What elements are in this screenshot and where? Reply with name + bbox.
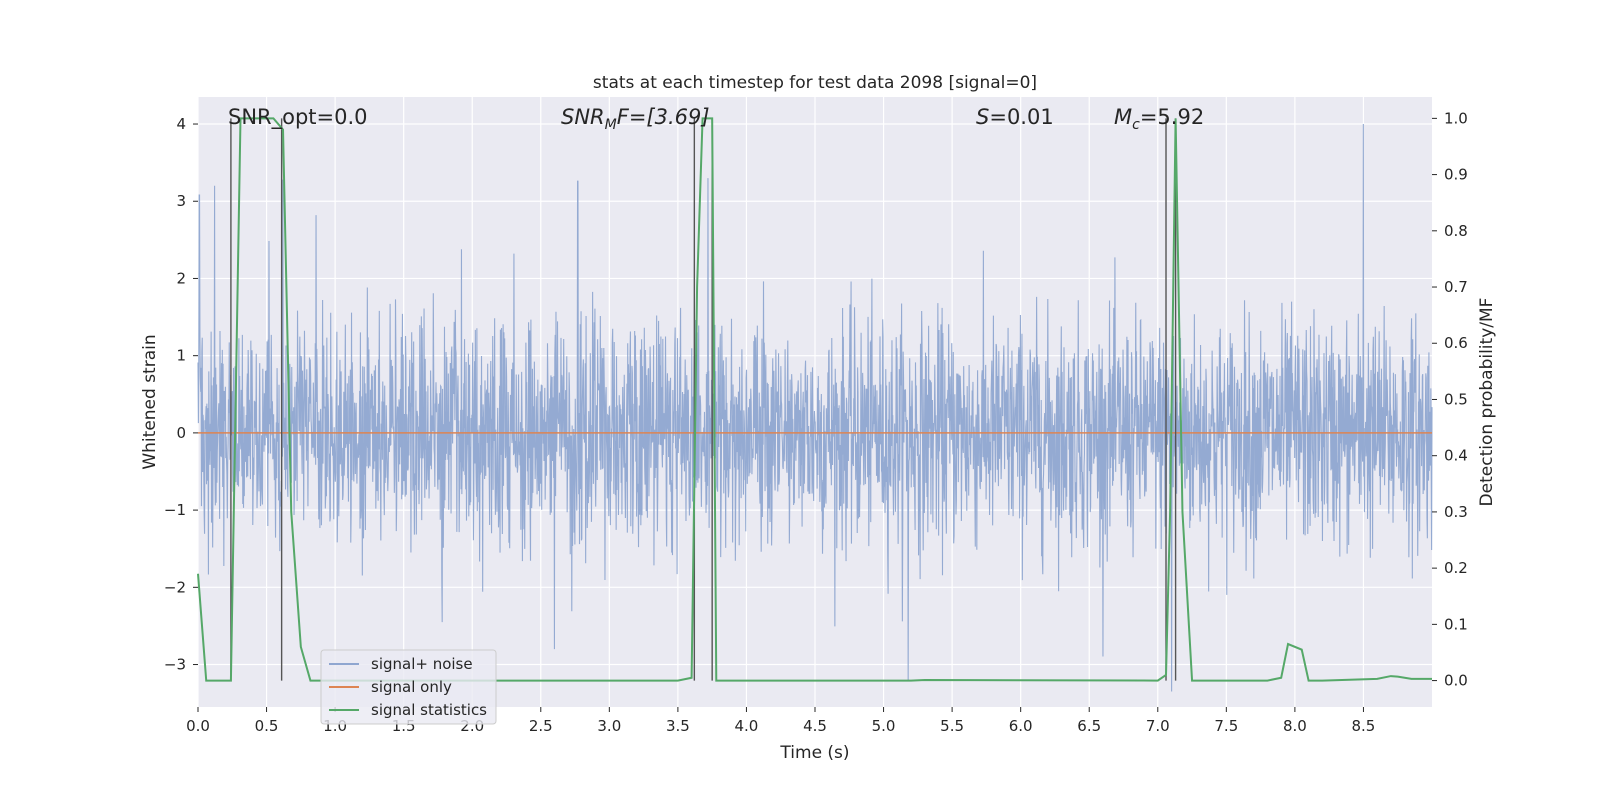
y-right-tick-label: 0.8 bbox=[1444, 222, 1468, 240]
annotation-snr-opt: SNR_opt=0.0 bbox=[228, 105, 368, 130]
x-tick-label: 4.5 bbox=[803, 717, 827, 735]
annotation-snr-mf: SNRMF=[3.69] bbox=[561, 105, 710, 133]
y-right-tick-label: 0.7 bbox=[1444, 278, 1468, 296]
x-axis-label: Time (s) bbox=[779, 743, 849, 763]
y-right-tick-label: 0.6 bbox=[1444, 334, 1468, 352]
x-tick-label: 4.0 bbox=[735, 717, 759, 735]
x-tick-label: 0.5 bbox=[255, 717, 279, 735]
y-right-tick-label: 0.3 bbox=[1444, 503, 1468, 521]
y-right-tick-label: 0.2 bbox=[1444, 559, 1468, 577]
annotation-snr-mf-subscript: M bbox=[605, 117, 617, 133]
y-axis-right-label: Detection probability/MF bbox=[1477, 298, 1497, 507]
y-right-tick-label: 0.9 bbox=[1444, 166, 1468, 184]
x-tick-label: 3.0 bbox=[597, 717, 621, 735]
y-left-tick-label: −3 bbox=[164, 656, 186, 674]
annotation-s-symbol: S bbox=[976, 105, 989, 129]
y-axis-left-ticks: 4 3 2 1 0 −1 −2 −3 bbox=[164, 115, 198, 674]
x-tick-label: 0.0 bbox=[186, 717, 210, 735]
legend-label: signal statistics bbox=[371, 701, 487, 719]
x-tick-label: 7.5 bbox=[1214, 717, 1238, 735]
legend: signal+ noise signal only signal statistic… bbox=[321, 650, 496, 724]
annotation-snr-mf-symbol: SNR bbox=[561, 105, 605, 129]
x-tick-label: 6.0 bbox=[1009, 717, 1033, 735]
chart: 0.0 0.5 1.0 1.5 2.0 2.5 3.0 3.5 4.0 4.5 5.0 5.5 6.0 6… bbox=[0, 0, 1600, 800]
y-right-tick-label: 1.0 bbox=[1444, 109, 1468, 127]
y-left-tick-label: 0 bbox=[176, 424, 186, 442]
x-tick-label: 8.5 bbox=[1352, 717, 1376, 735]
annotation-snr-mf-value: F=[3.69] bbox=[617, 105, 710, 129]
annotation-mc: Mc=5.92 bbox=[1114, 105, 1204, 133]
y-right-tick-label: 0.4 bbox=[1444, 447, 1468, 465]
y-left-tick-label: 2 bbox=[176, 269, 186, 287]
annotation-mc-value: =5.92 bbox=[1140, 105, 1204, 129]
y-left-tick-label: −2 bbox=[164, 578, 186, 596]
legend-label: signal+ noise bbox=[371, 655, 473, 673]
y-left-tick-label: 1 bbox=[176, 347, 186, 365]
y-right-tick-label: 0.0 bbox=[1444, 672, 1468, 690]
annotation-s: S=0.01 bbox=[976, 105, 1054, 129]
x-tick-label: 3.5 bbox=[666, 717, 690, 735]
x-tick-label: 5.5 bbox=[940, 717, 964, 735]
y-right-tick-label: 0.1 bbox=[1444, 615, 1468, 633]
x-tick-label: 6.5 bbox=[1077, 717, 1101, 735]
y-axis-left-label: Whitened strain bbox=[140, 334, 160, 469]
x-tick-label: 2.5 bbox=[529, 717, 553, 735]
legend-label: signal only bbox=[371, 678, 452, 696]
y-right-tick-label: 0.5 bbox=[1444, 390, 1468, 408]
annotation-s-value: =0.01 bbox=[989, 105, 1053, 129]
x-tick-label: 7.0 bbox=[1146, 717, 1170, 735]
y-left-tick-label: −1 bbox=[164, 501, 186, 519]
x-tick-label: 5.0 bbox=[872, 717, 896, 735]
chart-title: stats at each timestep for test data 209… bbox=[593, 73, 1037, 93]
y-left-tick-label: 3 bbox=[176, 192, 186, 210]
x-tick-label: 8.0 bbox=[1283, 717, 1307, 735]
y-left-tick-label: 4 bbox=[176, 115, 186, 133]
y-axis-right-ticks: 1.0 0.9 0.8 0.7 0.6 0.5 0.4 0.3 0.2 0.1 0.0 bbox=[1432, 109, 1468, 689]
annotation-mc-symbol: M bbox=[1114, 105, 1132, 129]
